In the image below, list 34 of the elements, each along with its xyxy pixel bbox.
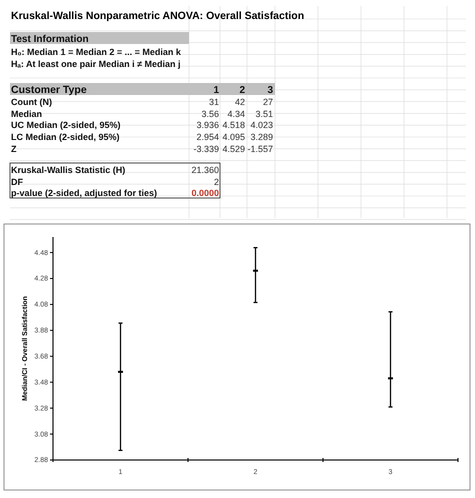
text: 2	[214, 177, 219, 187]
text: 31	[208, 97, 219, 107]
text: Z	[11, 144, 17, 154]
text: 42	[234, 97, 245, 107]
text: p-value (2-sided, adjusted for ties)	[11, 188, 158, 198]
text: 3.936	[196, 120, 219, 130]
text: 4.023	[250, 120, 273, 130]
category-label: 2	[239, 85, 245, 96]
text: 4.518	[222, 120, 245, 130]
category-label: 1	[213, 85, 219, 96]
text: Kruskal-Wallis Statistic (H)	[11, 165, 126, 175]
text: Count (N)	[11, 97, 52, 107]
text: 3.56	[201, 109, 219, 119]
text: DF	[11, 177, 24, 187]
text: 21.360	[191, 165, 219, 175]
chart-title: Kruskal-Wallis Nonparametric ANOVA: Overall Satisfaction	[11, 10, 304, 22]
text: 3.289	[250, 132, 273, 142]
text: 3.51	[255, 109, 273, 119]
text: H₀: Median 1 = Median 2 = ... = Median k	[11, 47, 182, 57]
category-label: 3	[267, 85, 273, 96]
text: Hₐ: At least one pair Median i ≠ Median j	[11, 59, 181, 69]
text: LC Median (2-sided, 95%)	[11, 132, 120, 142]
text: -1.557	[247, 144, 273, 154]
text: 2.954	[196, 132, 219, 142]
text: 4.529	[222, 144, 245, 154]
text: 4.34	[227, 109, 245, 119]
text: 0.0000	[191, 188, 219, 198]
text: Test Information	[11, 34, 89, 45]
text: 4.095	[222, 132, 245, 142]
text: 27	[262, 97, 273, 107]
text: UC Median (2-sided, 95%)	[11, 120, 121, 130]
text: Median	[11, 109, 42, 119]
text: Customer Type	[11, 84, 87, 96]
text: -3.339	[193, 144, 219, 154]
